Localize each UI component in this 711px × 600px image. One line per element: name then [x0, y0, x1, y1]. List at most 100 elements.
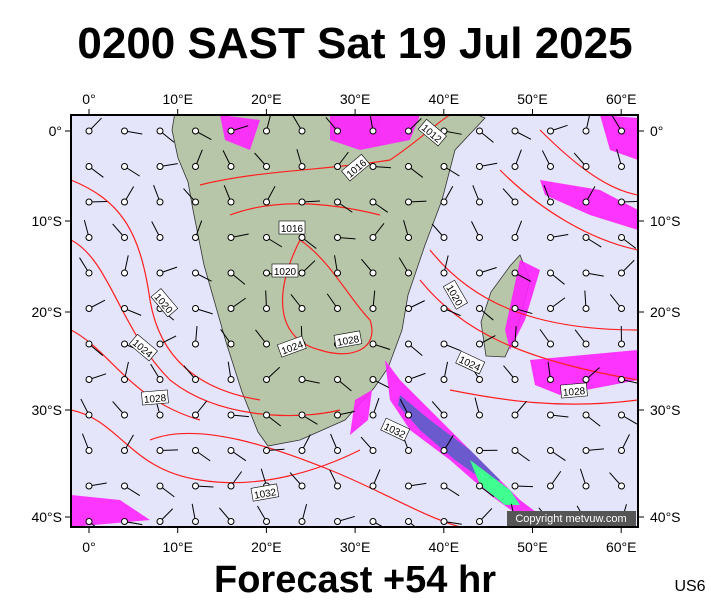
station: [85, 376, 93, 383]
station: [369, 163, 377, 170]
station: [192, 269, 199, 277]
station: [369, 198, 377, 206]
station: [405, 482, 412, 490]
station: [192, 340, 199, 348]
station: [511, 269, 519, 277]
station: [121, 518, 128, 525]
isobar-label-text: 1028: [563, 386, 587, 399]
station: [582, 234, 590, 241]
station: [582, 198, 590, 206]
station: [582, 163, 590, 170]
isobar-label-box: [560, 382, 588, 399]
station: [618, 305, 625, 312]
station: [476, 269, 483, 277]
station: [405, 447, 412, 454]
wind-barbs: [79, 115, 638, 527]
station: [298, 411, 306, 419]
station: [263, 340, 270, 348]
lon-label-top: 10°E: [162, 91, 193, 107]
lat-label-left: 20°S: [31, 304, 62, 320]
station: [369, 269, 377, 277]
station: [547, 411, 554, 419]
station: [440, 198, 448, 206]
station: [156, 340, 164, 348]
station: [85, 163, 93, 170]
station: [618, 447, 625, 454]
isobar-label-text: 1028: [336, 334, 360, 349]
isobar-label: 1016: [278, 220, 306, 235]
station: [476, 127, 483, 135]
isobar-label-box: [442, 279, 468, 310]
station: [192, 482, 199, 490]
isobar-label: 1032: [250, 483, 280, 502]
lon-label-bottom: 50°E: [517, 539, 548, 555]
station: [334, 482, 341, 490]
station: [121, 127, 128, 135]
station: [618, 340, 625, 348]
station: [618, 127, 625, 135]
lon-label-bottom: 60°E: [606, 539, 637, 555]
station: [440, 340, 448, 348]
lat-label-left: 40°S: [31, 509, 62, 525]
isobar-label: 1020: [271, 263, 299, 278]
station: [369, 518, 377, 525]
isobar-label-box: [380, 417, 411, 442]
lon-label-top: 50°E: [517, 91, 548, 107]
lat-label-right: 20°S: [650, 304, 681, 320]
lon-label-top: 40°E: [429, 91, 460, 107]
station: [192, 518, 199, 525]
station: [440, 234, 448, 241]
lat-label-left: 30°S: [31, 402, 62, 418]
lat-label-right: 40°S: [650, 509, 681, 525]
station: [440, 376, 448, 383]
isobar-label: 1028: [560, 382, 588, 399]
station: [227, 376, 235, 383]
map-area: [71, 115, 638, 527]
isobar-label-box: [250, 483, 280, 502]
station: [85, 305, 93, 312]
isobar-label-box: [271, 263, 299, 278]
station: [369, 340, 377, 348]
station: [192, 127, 199, 135]
station: [405, 127, 412, 135]
station: [298, 127, 306, 135]
station: [582, 269, 590, 277]
station: [156, 376, 164, 383]
station: [405, 518, 412, 525]
station: [298, 518, 306, 525]
station: [334, 127, 341, 135]
station: [476, 411, 483, 419]
station: [298, 376, 306, 383]
station: [369, 411, 377, 419]
station: [618, 376, 625, 383]
station: [582, 447, 590, 454]
isobar-label-box: [277, 335, 307, 358]
lat-label-left: 0°: [49, 123, 62, 139]
station: [547, 340, 554, 348]
lon-label-top: 0°: [82, 91, 95, 107]
station: [192, 376, 199, 383]
station: [334, 234, 341, 241]
station: [85, 234, 93, 241]
station: [618, 198, 625, 206]
lon-label-bottom: 40°E: [429, 539, 460, 555]
station: [263, 518, 270, 525]
station: [440, 518, 448, 525]
station: [121, 163, 128, 170]
station: [511, 127, 519, 135]
station: [476, 376, 483, 383]
station: [334, 305, 341, 312]
station: [511, 198, 519, 206]
station: [227, 127, 235, 135]
station: [298, 447, 306, 454]
isobar-label: 1028: [141, 389, 169, 406]
station: [192, 198, 199, 206]
station: [85, 198, 93, 206]
station: [85, 447, 93, 454]
station: [227, 269, 235, 277]
station: [156, 198, 164, 206]
station: [85, 340, 93, 348]
isobar-label-text: 1020: [274, 267, 297, 278]
